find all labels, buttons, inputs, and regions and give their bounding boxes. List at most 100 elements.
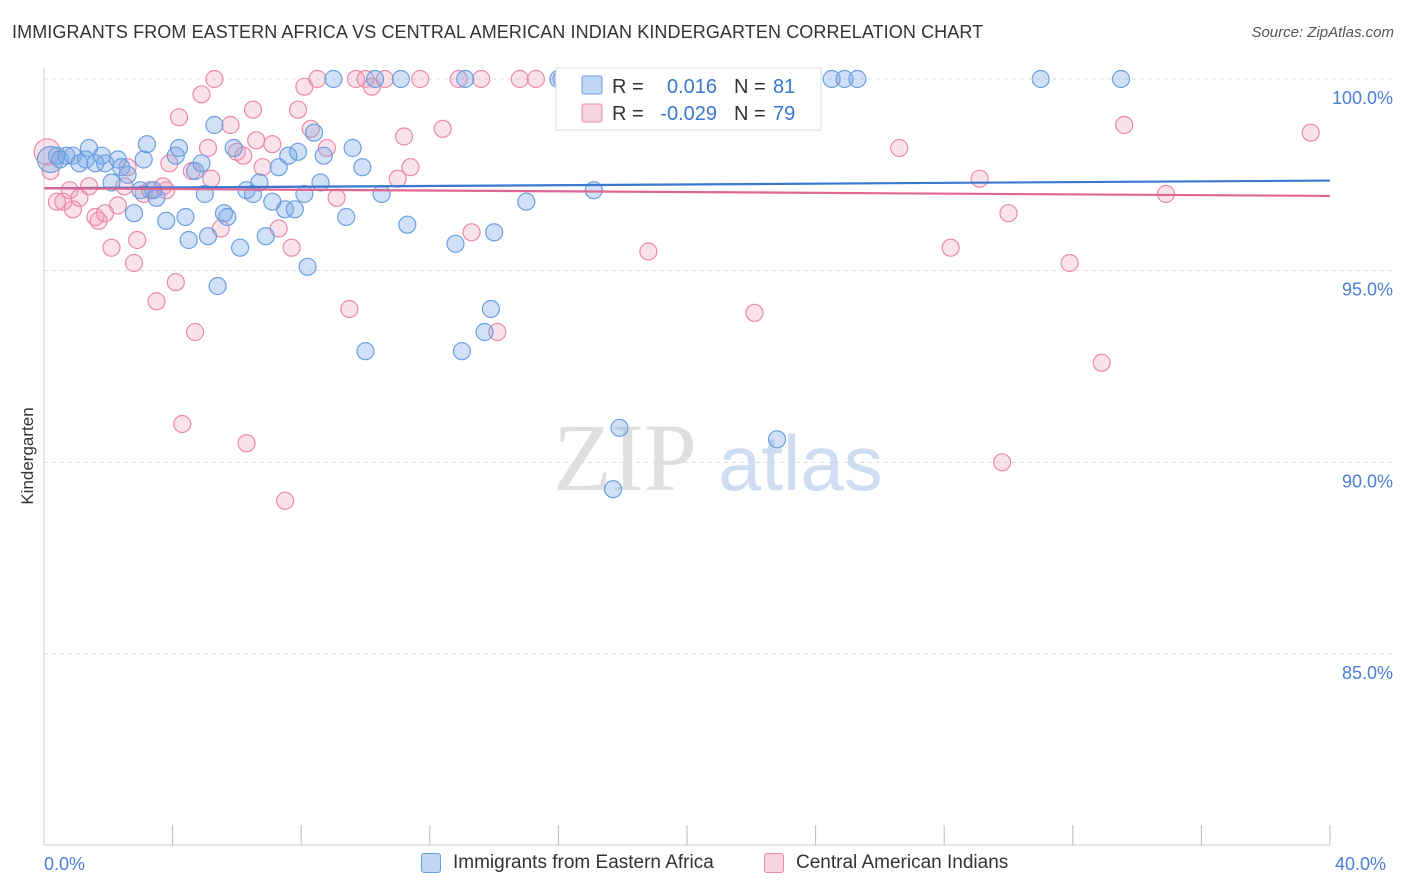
- point-eastern-africa: [295, 184, 314, 204]
- point-central-american-indians: [395, 127, 414, 146]
- point-eastern-africa: [288, 142, 308, 161]
- point-central-american-indians: [205, 69, 224, 89]
- point-central-american-indians: [202, 169, 221, 188]
- point-central-american-indians: [276, 491, 295, 510]
- bottom-legend: Immigrants from Eastern Africa Central A…: [0, 852, 1406, 878]
- point-central-american-indians: [198, 138, 218, 158]
- point-central-american-indians: [247, 131, 266, 150]
- point-central-american-indians: [186, 322, 205, 342]
- point-eastern-africa: [848, 69, 867, 89]
- point-central-american-indians: [488, 322, 507, 342]
- legend-label-central-american-indians: Central American Indians: [796, 852, 1009, 873]
- stats-r-value-pink: -0.029: [660, 103, 717, 125]
- source-label: Source: ZipAtlas.com: [1251, 24, 1394, 41]
- point-central-american-indians: [282, 238, 301, 257]
- stats-legend: R = 0.016 N = 81 R = -0.029 N = 79: [555, 67, 822, 131]
- point-central-american-indians: [102, 238, 121, 257]
- point-eastern-africa: [353, 158, 372, 177]
- legend-item-central-american-indians[interactable]: Central American Indians: [764, 852, 1008, 874]
- point-central-american-indians: [243, 100, 263, 119]
- point-central-american-indians: [118, 158, 137, 177]
- point-eastern-africa: [337, 207, 356, 227]
- point-eastern-africa: [157, 211, 176, 230]
- point-eastern-africa: [311, 173, 330, 192]
- point-central-american-indians: [941, 238, 960, 257]
- point-central-american-indians: [639, 242, 658, 261]
- trend-line-eastern-africa: [43, 179, 1331, 190]
- point-central-american-indians: [1060, 253, 1079, 273]
- point-eastern-africa: [372, 184, 391, 204]
- point-central-american-indians: [60, 181, 79, 200]
- point-eastern-africa: [205, 115, 224, 135]
- stats-n-value-pink: 79: [773, 103, 795, 125]
- stats-legend-swatch-blue: [581, 75, 603, 95]
- point-eastern-africa: [485, 223, 504, 242]
- point-central-american-indians: [401, 158, 420, 177]
- point-central-american-indians: [1092, 353, 1111, 372]
- point-eastern-africa: [285, 200, 304, 219]
- point-eastern-africa: [86, 154, 105, 173]
- y-tick-label: 95.0%: [1342, 280, 1393, 300]
- point-central-american-indians: [308, 69, 327, 89]
- point-eastern-africa: [198, 227, 218, 246]
- point-eastern-africa: [256, 227, 275, 246]
- point-central-american-indians: [157, 181, 176, 200]
- gridlines: [44, 78, 1393, 655]
- point-eastern-africa: [137, 135, 156, 154]
- series-central-american-indians: [33, 69, 1320, 510]
- point-eastern-africa: [224, 138, 243, 158]
- point-eastern-africa: [231, 238, 250, 257]
- point-central-american-indians: [234, 146, 253, 165]
- point-central-american-indians: [411, 69, 430, 89]
- point-eastern-africa: [366, 69, 385, 89]
- point-central-american-indians: [340, 299, 359, 319]
- point-central-american-indians: [346, 69, 365, 89]
- legend-item-eastern-africa[interactable]: Immigrants from Eastern Africa: [421, 852, 714, 874]
- legend-swatch-pink: [764, 853, 784, 873]
- point-central-american-indians: [472, 69, 491, 89]
- watermark-atlas: atlas: [718, 419, 883, 507]
- point-central-american-indians: [433, 119, 452, 138]
- watermark-zip: ZIP: [553, 404, 697, 511]
- point-eastern-africa: [324, 69, 343, 89]
- point-central-american-indians: [1301, 123, 1320, 142]
- point-eastern-africa: [298, 257, 317, 276]
- point-central-american-indians: [147, 292, 166, 311]
- point-eastern-africa: [767, 430, 787, 449]
- point-eastern-africa: [475, 322, 494, 342]
- stats-r-label-pink: R =: [612, 103, 644, 125]
- point-central-american-indians: [124, 253, 144, 273]
- point-central-american-indians: [970, 169, 989, 188]
- point-eastern-africa: [305, 123, 324, 142]
- legend-label-eastern-africa: Immigrants from Eastern Africa: [453, 852, 714, 873]
- point-eastern-africa: [131, 181, 150, 200]
- point-central-american-indians: [221, 115, 240, 135]
- legend-swatch-blue: [421, 853, 441, 873]
- point-central-american-indians: [510, 69, 529, 89]
- chart-title: IMMIGRANTS FROM EASTERN AFRICA VS CENTRA…: [12, 22, 984, 42]
- stats-legend-swatch-pink: [581, 103, 603, 123]
- point-eastern-africa: [36, 145, 65, 174]
- point-eastern-africa: [124, 204, 144, 223]
- point-central-american-indians: [63, 200, 83, 219]
- point-eastern-africa: [208, 276, 227, 296]
- point-eastern-africa: [179, 230, 198, 250]
- point-central-american-indians: [192, 85, 211, 104]
- point-central-american-indians: [263, 135, 282, 154]
- watermark: ZIP atlas: [553, 404, 883, 511]
- point-eastern-africa: [1111, 69, 1131, 89]
- series-immigrants-from-eastern-africa: [36, 69, 1131, 499]
- y-tick-label: 100.0%: [1332, 88, 1393, 108]
- point-eastern-africa: [603, 480, 623, 499]
- point-central-american-indians: [160, 154, 179, 173]
- point-central-american-indians: [745, 303, 764, 322]
- point-central-american-indians: [108, 196, 128, 215]
- point-eastern-africa: [391, 69, 410, 89]
- point-central-american-indians: [166, 273, 185, 292]
- y-tick-label: 85.0%: [1342, 663, 1393, 683]
- point-eastern-africa: [446, 234, 465, 253]
- point-eastern-africa: [169, 138, 189, 158]
- point-eastern-africa: [176, 207, 195, 227]
- point-eastern-africa: [1031, 69, 1050, 89]
